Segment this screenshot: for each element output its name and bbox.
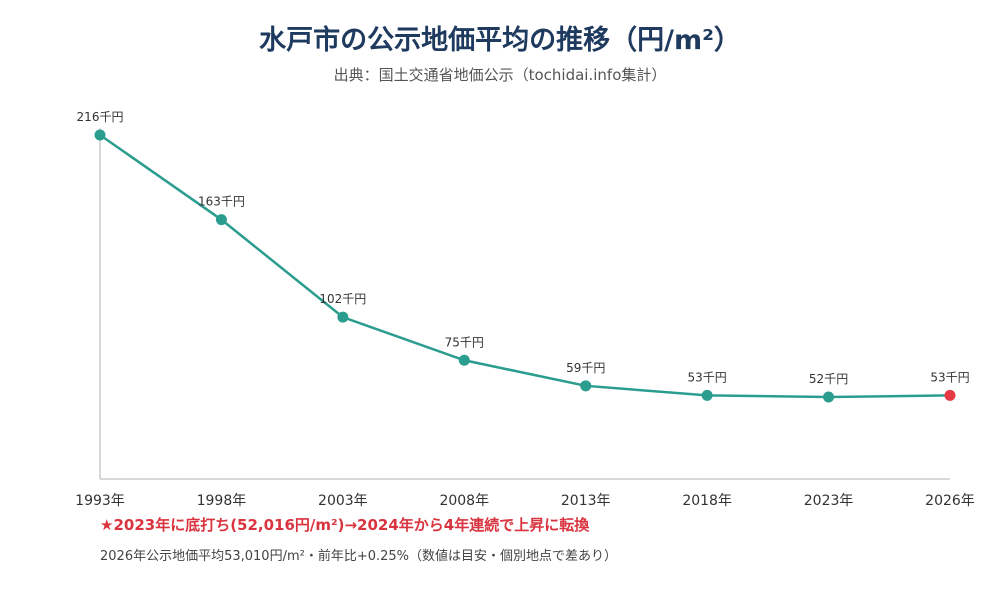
data-label: 75千円 xyxy=(445,335,484,349)
x-tick-label: 1998年 xyxy=(197,493,247,509)
summary-note: 2026年公示地価平均53,010円/m²・前年比+0.25%（数値は目安・個別… xyxy=(100,549,618,564)
data-point xyxy=(701,389,713,401)
data-point xyxy=(823,391,835,403)
data-point xyxy=(215,214,227,226)
data-label: 59千円 xyxy=(566,361,605,375)
data-label: 52千円 xyxy=(809,372,848,386)
data-point xyxy=(458,354,470,366)
data-point xyxy=(337,311,349,323)
x-tick-label: 1993年 xyxy=(75,493,125,509)
x-tick-label: 2023年 xyxy=(804,493,854,509)
x-tick-label: 2003年 xyxy=(318,493,368,509)
data-point xyxy=(94,129,106,141)
data-label: 216千円 xyxy=(77,110,124,124)
data-label: 53千円 xyxy=(688,370,727,384)
x-tick-label: 2026年 xyxy=(925,493,975,509)
data-point xyxy=(580,380,592,392)
x-tick-label: 2018年 xyxy=(682,493,732,509)
series-line xyxy=(99,133,951,399)
chart-title: 水戸市の公示地価平均の推移（円/m²） xyxy=(259,25,741,56)
data-label: 102千円 xyxy=(319,292,366,306)
x-tick-label: 2013年 xyxy=(561,493,611,509)
x-tick-label: 2008年 xyxy=(439,493,489,509)
data-label: 53千円 xyxy=(930,370,969,384)
data-label: 163千円 xyxy=(198,195,245,209)
data-point-highlight xyxy=(944,389,956,401)
chart-source: 出典：国土交通省地価公示（tochidai.info集計） xyxy=(333,66,667,84)
highlight-note: ★2023年に底打ち(52,016円/m²)→2024年から4年連続で上昇に転換 xyxy=(100,516,590,534)
